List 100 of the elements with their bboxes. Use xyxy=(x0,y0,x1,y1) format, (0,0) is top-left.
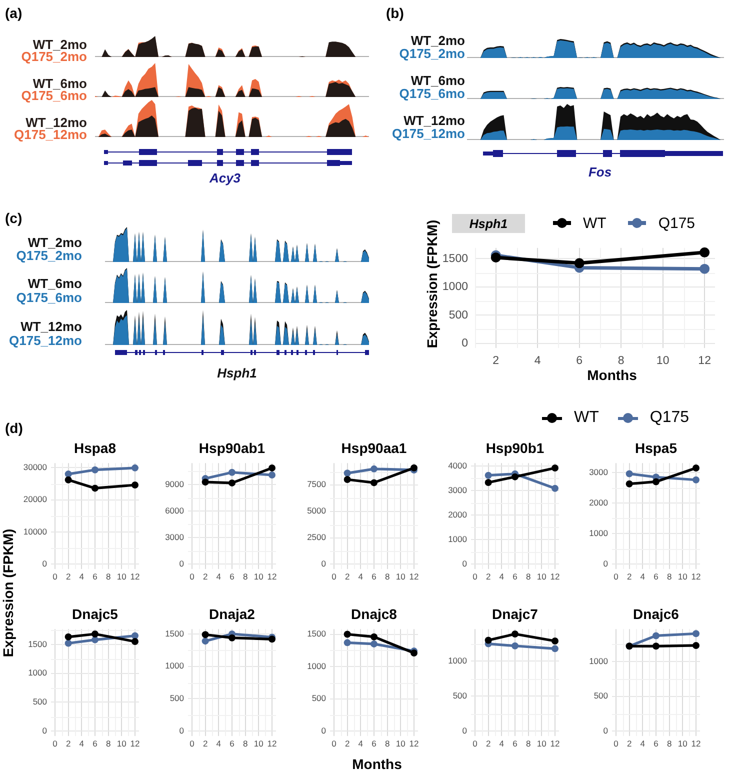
y-tick-label: 1000 xyxy=(28,668,48,678)
x-tick-label: 4 xyxy=(79,571,84,582)
x-axis-title: Hsph1 xyxy=(217,366,257,380)
text: (b) xyxy=(386,5,404,21)
x-tick-label: 4 xyxy=(534,355,542,368)
x-tick-label: 4 xyxy=(216,738,222,748)
series-label: WT_6mo xyxy=(410,72,465,88)
x-tick-label: 0 xyxy=(472,571,478,582)
point xyxy=(202,478,209,486)
series-label: WT_12mo xyxy=(404,113,465,128)
point xyxy=(626,480,633,488)
x-tick-label: 8 xyxy=(242,571,248,582)
point xyxy=(64,633,72,640)
y-tick-label: 2000 xyxy=(448,509,468,520)
y-tick-label: 4000 xyxy=(448,460,468,470)
y-axis-title: Expression (FPKM) xyxy=(0,528,16,658)
chart-title: Hsp90ab1 xyxy=(198,440,266,456)
y-tick-label: 500 xyxy=(594,690,608,701)
x-tick-label: 10 xyxy=(396,738,406,748)
x-tick-label: 12 xyxy=(550,738,560,748)
point xyxy=(64,640,72,647)
chart-title: Hspa5 xyxy=(634,440,678,456)
x-tick-label: 8 xyxy=(384,571,390,582)
x-tick-label: 4 xyxy=(499,738,504,748)
x-tick-label: 2 xyxy=(492,355,500,368)
y-tick-label: 0 xyxy=(603,725,608,736)
point xyxy=(92,466,98,474)
point xyxy=(484,636,492,644)
x-tick-label: 4 xyxy=(640,571,646,582)
y-tick-label: 0 xyxy=(179,558,184,568)
series-label: WT_2mo xyxy=(410,33,465,48)
x-tick-label: 6 xyxy=(372,571,377,582)
y-tick-label: 1000 xyxy=(448,656,468,666)
point xyxy=(228,479,236,486)
series-label: Q175_2mo xyxy=(16,248,82,263)
x-tick-label: 8 xyxy=(384,738,390,748)
y-tick-label: 500 xyxy=(312,693,326,704)
x-tick-label: 2 xyxy=(66,738,71,748)
point xyxy=(692,642,700,649)
x-tick-label: 0 xyxy=(332,571,337,582)
point xyxy=(512,630,518,638)
text: (c) xyxy=(5,210,22,226)
y-tick-label: 3000 xyxy=(448,484,468,495)
x-tick-label: 8 xyxy=(242,738,248,748)
y-tick-label: 1000 xyxy=(448,534,468,544)
x-axis-title: Months xyxy=(587,367,637,383)
series-label: Q175_12mo xyxy=(392,126,465,141)
x-tick-label: 2 xyxy=(202,571,208,582)
point xyxy=(512,642,518,650)
y-tick-label: 0 xyxy=(603,558,608,568)
x-tick-label: 0 xyxy=(614,738,619,748)
point xyxy=(626,470,633,478)
point xyxy=(92,636,98,644)
x-tick-label: 4 xyxy=(499,571,504,582)
x-tick-label: 10 xyxy=(656,355,670,368)
x-tick-label: 12 xyxy=(698,355,711,368)
x-tick-label: 4 xyxy=(358,738,364,748)
x-tick-label: 8 xyxy=(618,355,624,368)
y-tick-label: 500 xyxy=(452,690,468,701)
y-tick-label: 0 xyxy=(179,725,184,736)
y-tick-label: 10000 xyxy=(23,526,48,536)
chart-title: Hsph1 xyxy=(469,216,508,230)
x-tick-label: 8 xyxy=(106,571,111,582)
series-label: WT_12mo xyxy=(20,318,82,334)
x-tick-label: 2 xyxy=(344,738,350,748)
x-tick-label: 0 xyxy=(52,571,58,582)
x-tick-label: 12 xyxy=(130,571,140,582)
y-tick-label: 500 xyxy=(32,696,48,707)
y-tick-label: 2500 xyxy=(307,532,326,542)
chart-title: Dnajc8 xyxy=(351,606,397,622)
point xyxy=(344,470,351,477)
x-tick-label: 6 xyxy=(230,738,235,748)
x-tick-label: 2 xyxy=(486,571,491,582)
x-tick-label: 6 xyxy=(576,355,583,368)
x-tick-label: 12 xyxy=(267,738,277,748)
x-axis-title: Months xyxy=(352,756,402,772)
point xyxy=(344,630,351,638)
x-tick-label: 0 xyxy=(190,738,195,748)
x-tick-label: 4 xyxy=(358,571,364,582)
y-tick-label: 0 xyxy=(42,558,48,569)
x-tick-label: 6 xyxy=(372,738,377,748)
x-tick-label: 0 xyxy=(614,571,619,582)
point xyxy=(512,473,518,480)
x-tick-label: 10 xyxy=(536,738,547,748)
point xyxy=(370,465,378,472)
x-tick-label: 12 xyxy=(409,571,419,582)
point xyxy=(484,472,492,479)
x-tick-label: 4 xyxy=(640,738,646,748)
y-tick-label: 0 xyxy=(321,726,326,736)
point xyxy=(344,639,351,646)
y-tick-label: 1500 xyxy=(307,628,326,639)
y-tick-label: 3000 xyxy=(589,466,608,477)
point xyxy=(370,640,378,648)
x-tick-label: 6 xyxy=(92,571,98,582)
x-tick-label: 6 xyxy=(512,571,518,582)
y-tick-label: 1000 xyxy=(589,528,608,538)
legend-label: Q175 xyxy=(658,214,696,232)
x-tick-label: 0 xyxy=(52,738,58,748)
x-tick-label: 8 xyxy=(526,738,531,748)
point xyxy=(132,481,138,488)
